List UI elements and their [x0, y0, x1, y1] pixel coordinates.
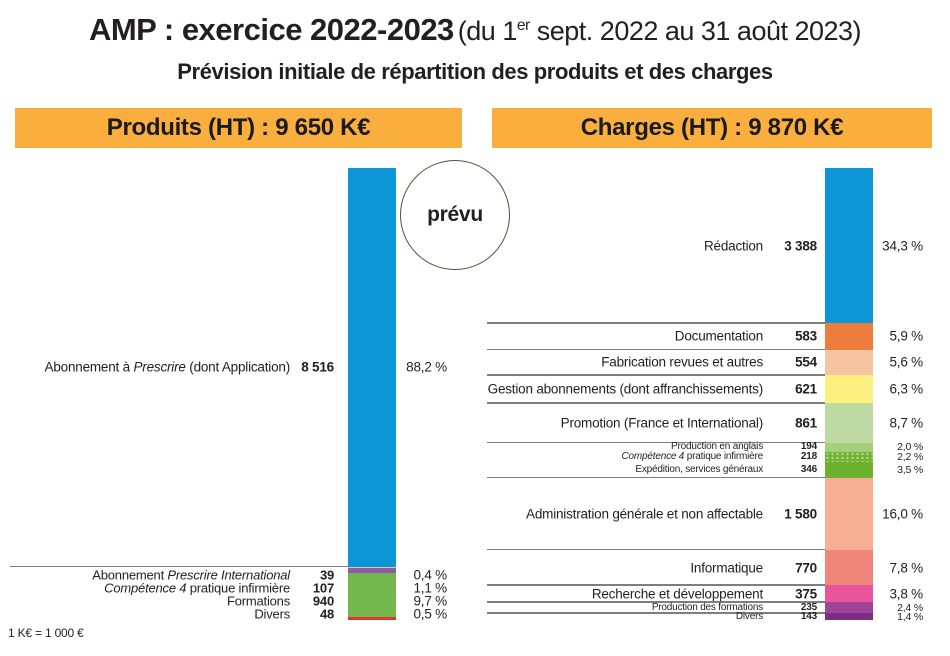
row-value: 48 [319, 606, 334, 622]
produits-header: Produits (HT) : 9 650 K€ [15, 108, 462, 148]
page-subtitle: Prévision initiale de répartition des pr… [177, 59, 773, 84]
row-pct: 3,8 % [889, 586, 923, 602]
title-paren-close: sept. 2022 au 31 août 2023) [529, 16, 862, 46]
row-pct: 2,0 % [897, 441, 923, 454]
separator-line [10, 565, 348, 568]
row-label: Production des formations [651, 601, 763, 613]
charges-segment-9 [825, 549, 873, 586]
title-paren-open: (du 1 [457, 16, 518, 46]
footnote: 1 K€ = 1 000 € [8, 626, 84, 640]
row-value: 107 [312, 580, 334, 596]
charges-segment-5 [825, 442, 873, 452]
charges-segment-8 [825, 477, 873, 550]
row-label: Informatique [690, 559, 763, 575]
row-pct: 3,5 % [897, 463, 923, 476]
row-pct: 2,4 % [897, 601, 923, 614]
separator-line [487, 476, 825, 479]
row-pct: 9,7 % [413, 593, 447, 609]
row-pct: 1,4 % [897, 610, 923, 623]
row-value: 621 [795, 381, 817, 397]
row-label: Divers [254, 606, 290, 622]
row-label: Abonnement à Prescrire (dont Application… [44, 359, 291, 375]
charges-segment-7 [825, 461, 873, 478]
row-label: Promotion (France et International) [560, 415, 764, 431]
separator-line [487, 374, 825, 376]
row-value: 194 [800, 441, 817, 453]
row-value: 8 516 [301, 359, 334, 375]
charges-segment-3 [825, 375, 873, 404]
row-value: 583 [795, 328, 817, 344]
row-value: 346 [800, 463, 817, 475]
charges-header: Charges (HT) : 9 870 K€ [492, 108, 932, 148]
row-pct: 2,2 % [897, 450, 923, 463]
separator-line [487, 322, 825, 324]
row-pct: 0,5 % [413, 606, 447, 622]
row-value: 3 388 [784, 237, 817, 253]
charges-segment-10 [825, 585, 873, 603]
separator-line [487, 348, 825, 351]
row-label: Recherche et développement [591, 586, 763, 602]
row-label: Gestion abonnements (dont affranchisseme… [487, 381, 764, 397]
row-label: Divers [735, 610, 763, 622]
separator-line [487, 548, 825, 551]
charges-segment-11 [825, 602, 873, 614]
charges-segment-1 [825, 323, 873, 350]
produits-segment-3 [348, 573, 396, 618]
row-value: 375 [795, 586, 817, 602]
row-value: 770 [795, 559, 817, 575]
row-label: Rédaction [704, 237, 763, 253]
row-label: Expédition, services généraux [635, 463, 763, 475]
row-pct: 16,0 % [882, 506, 923, 522]
separator-line [487, 612, 825, 614]
row-label: Administration générale et non affectabl… [526, 506, 763, 522]
title-date-range: (du 1er sept. 2022 au 31 août 2023) [457, 16, 862, 46]
charges-segment-6 [825, 451, 873, 462]
row-pct: 1,1 % [413, 580, 447, 596]
row-pct: 8,7 % [889, 415, 923, 431]
separator-line [487, 441, 825, 444]
produits-segment-4 [348, 617, 396, 620]
row-pct: 34,3 % [882, 237, 923, 253]
separator-line [487, 584, 825, 586]
row-pct: 5,9 % [889, 328, 923, 344]
row-value: 940 [312, 593, 334, 609]
row-label: Compétence 4 pratique infirmière [621, 450, 764, 462]
prevu-label: prévu [427, 203, 483, 226]
page-title: AMP : exercice 2022-2023 (du 1er sept. 20… [0, 12, 950, 48]
charges-segment-12 [825, 613, 873, 620]
row-pct: 7,8 % [889, 559, 923, 575]
row-pct: 5,6 % [889, 354, 923, 370]
charges-segment-2 [825, 349, 873, 375]
title-superscript: er [516, 17, 530, 34]
prevu-annotation-circle: prévu [400, 160, 510, 270]
row-pct: 88,2 % [406, 359, 447, 375]
produits-segment-2 [348, 568, 396, 574]
row-label: Fabrication revues et autres [601, 354, 763, 370]
row-value: 39 [319, 567, 334, 583]
row-value: 235 [800, 601, 817, 613]
row-value: 143 [800, 610, 817, 622]
row-label: Production en anglais [671, 441, 763, 453]
charges-segment-0 [825, 168, 873, 324]
row-value: 554 [795, 354, 817, 370]
row-label: Abonnement Prescrire International [92, 567, 290, 583]
row-value: 218 [800, 450, 817, 462]
row-pct: 0,4 % [413, 566, 447, 582]
row-label: Compétence 4 pratique infirmière [104, 580, 290, 596]
row-pct: 6,3 % [889, 381, 923, 397]
separator-line [487, 402, 825, 404]
row-value: 1 580 [784, 506, 817, 522]
produits-segment-1 [348, 566, 396, 569]
produits-segment-0 [348, 168, 396, 567]
row-label: Formations [226, 593, 290, 609]
title-main: AMP : exercice 2022-2023 [88, 12, 454, 47]
charges-segment-4 [825, 403, 873, 443]
row-value: 861 [795, 415, 817, 431]
row-label: Documentation [674, 328, 763, 344]
separator-line [487, 601, 825, 603]
